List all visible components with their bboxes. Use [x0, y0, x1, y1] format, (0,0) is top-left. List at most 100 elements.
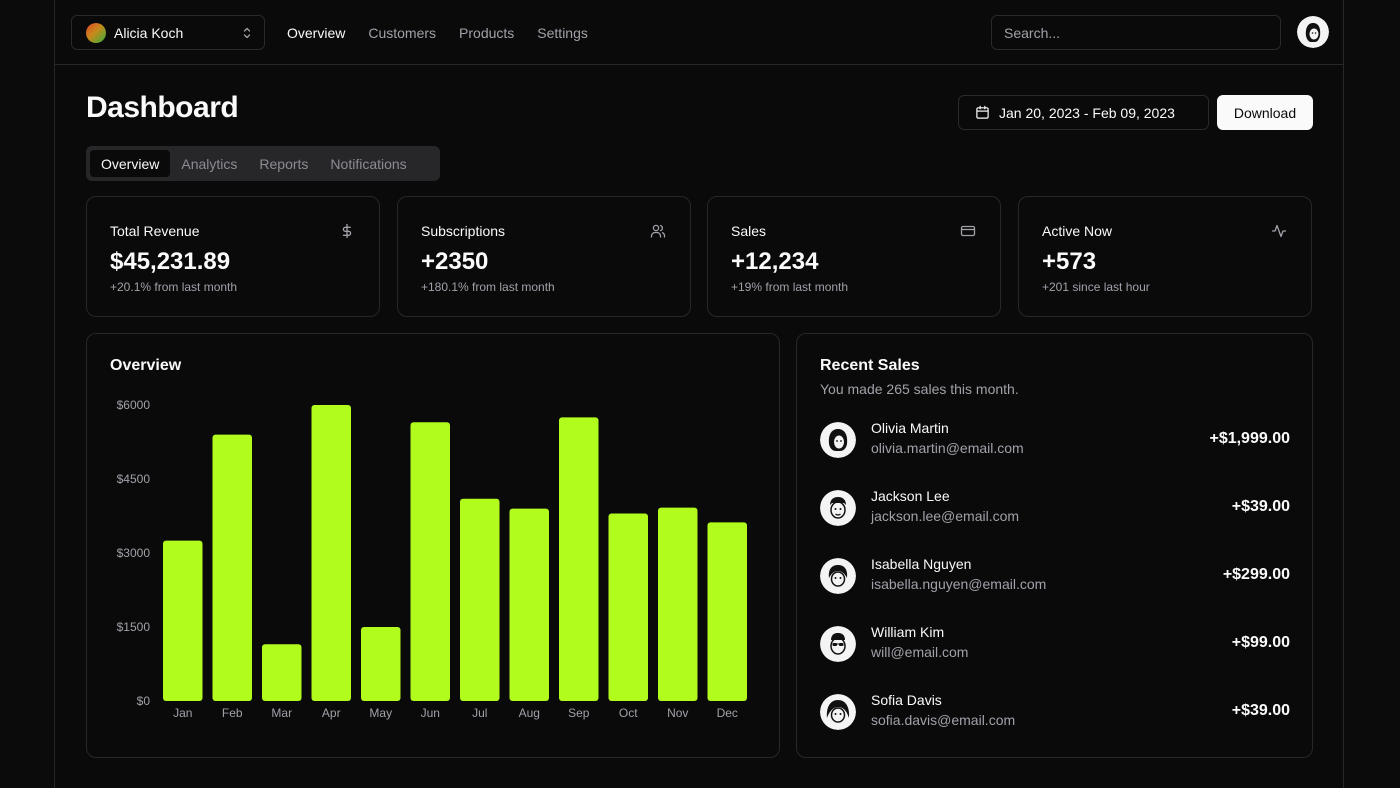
- stat-card-subscriptions: Subscriptions +2350 +180.1% from last mo…: [397, 196, 691, 317]
- bar-nov[interactable]: [658, 507, 698, 701]
- customer-name: William Kim: [871, 624, 945, 640]
- sale-amount: +$39.00: [1231, 702, 1290, 719]
- stat-label: Total Revenue: [110, 223, 200, 239]
- customer-email: isabella.nguyen@email.com: [871, 576, 1047, 592]
- stat-value: +2350: [421, 248, 489, 275]
- calendar-icon: [976, 105, 989, 119]
- nav-overview[interactable]: Overview: [287, 24, 346, 41]
- overview-chart-card: Overview $0 $1500 $3000 $4500 $6000 Jan Feb Mar…: [86, 333, 780, 758]
- recent-sales-title: Recent Sales: [820, 357, 920, 374]
- y-tick-label: $6000: [117, 398, 151, 412]
- stat-value: +573: [1042, 248, 1097, 275]
- team-avatar: [86, 22, 106, 43]
- bar-mar[interactable]: [262, 644, 302, 701]
- nav-customers[interactable]: Customers: [368, 24, 437, 41]
- team-switcher[interactable]: Alicia Koch: [71, 15, 265, 50]
- stat-label: Active Now: [1042, 223, 1113, 239]
- dashboard-tabs: Overview Analytics Reports Notifications: [86, 146, 440, 181]
- bar-jul[interactable]: [460, 498, 500, 701]
- stat-change: +19% from last month: [731, 280, 849, 294]
- stat-value: +12,234: [731, 248, 819, 275]
- recent-sales-subtitle: You made 265 sales this month.: [820, 381, 1019, 397]
- x-tick-label: May: [369, 706, 392, 720]
- y-tick-label: $4500: [117, 472, 151, 486]
- app-frame: Alicia Koch Overview Customers Products …: [54, 0, 1344, 788]
- sale-amount: +$99.00: [1231, 634, 1290, 651]
- y-tick-label: $1500: [117, 620, 151, 634]
- x-tick-label: Mar: [271, 706, 292, 720]
- users-icon: [650, 224, 666, 238]
- date-range-picker[interactable]: Jan 20, 2023 - Feb 09, 2023: [958, 95, 1209, 130]
- customer-email: sofia.davis@email.com: [871, 712, 1016, 728]
- customer-name: Sofia Davis: [871, 692, 942, 708]
- x-tick-label: Feb: [222, 706, 243, 720]
- team-name: Alicia Koch: [114, 24, 184, 41]
- nav-settings[interactable]: Settings: [537, 24, 588, 41]
- stat-change: +20.1% from last month: [110, 280, 238, 294]
- tab-reports[interactable]: Reports: [259, 155, 309, 172]
- credit-card-icon: [960, 225, 976, 237]
- date-range-label: Jan 20, 2023 - Feb 09, 2023: [999, 104, 1175, 121]
- dollar-icon: [342, 223, 352, 239]
- x-tick-label: Jun: [421, 706, 440, 720]
- stat-change: +201 since last hour: [1042, 280, 1150, 294]
- x-tick-label: Jul: [472, 706, 487, 720]
- stat-card-active-now: Active Now +573 +201 since last hour: [1018, 196, 1312, 317]
- stat-card-sales: Sales +12,234 +19% from last month: [707, 196, 1001, 317]
- sale-row: William Kim will@email.com +$99.00: [820, 624, 1290, 664]
- bar-jun[interactable]: [410, 422, 451, 701]
- customer-avatar: [820, 626, 856, 662]
- stat-change: +180.1% from last month: [421, 280, 555, 294]
- customer-name: Jackson Lee: [871, 488, 950, 504]
- y-tick-label: $0: [137, 694, 151, 708]
- download-button[interactable]: Download: [1217, 95, 1313, 130]
- main-nav: Overview Customers Products Settings: [287, 0, 588, 65]
- sale-amount: +$299.00: [1222, 566, 1290, 583]
- page-title: Dashboard: [86, 91, 239, 124]
- y-tick-label: $3000: [117, 546, 151, 560]
- stat-label: Subscriptions: [421, 223, 506, 239]
- x-tick-label: Apr: [322, 706, 341, 720]
- x-tick-label: Nov: [667, 706, 688, 720]
- x-tick-label: Jan: [173, 706, 192, 720]
- bar-may[interactable]: [361, 627, 401, 701]
- bar-apr[interactable]: [311, 405, 352, 701]
- bar-oct[interactable]: [608, 513, 649, 701]
- customer-avatar: [820, 558, 856, 594]
- tab-notifications[interactable]: Notifications: [330, 155, 407, 172]
- chevron-up-down-icon: [243, 27, 251, 38]
- bar-dec[interactable]: [707, 522, 748, 701]
- stat-label: Sales: [731, 223, 767, 239]
- sale-row: Isabella Nguyen isabella.nguyen@email.co…: [820, 556, 1290, 596]
- user-avatar[interactable]: [1297, 16, 1329, 48]
- customer-avatar: [820, 694, 856, 730]
- x-tick-label: Sep: [568, 706, 590, 720]
- sale-row: Jackson Lee jackson.lee@email.com +$39.0…: [820, 488, 1290, 528]
- overview-bar-chart: $0 $1500 $3000 $4500 $6000 Jan Feb Mar Apr May Jun…: [117, 398, 748, 720]
- customer-name: Isabella Nguyen: [871, 556, 972, 572]
- bar-feb[interactable]: [212, 434, 253, 701]
- activity-icon: [1271, 224, 1287, 238]
- sale-amount: +$1,999.00: [1209, 430, 1290, 447]
- stat-value: $45,231.89: [110, 248, 231, 275]
- x-tick-label: Oct: [619, 706, 638, 720]
- tab-overview[interactable]: Overview: [90, 150, 171, 177]
- sale-amount: +$39.00: [1231, 498, 1290, 515]
- search-input[interactable]: [991, 15, 1281, 50]
- sale-row: Sofia Davis sofia.davis@email.com +$39.0…: [820, 692, 1290, 732]
- customer-email: olivia.martin@email.com: [871, 440, 1024, 456]
- customer-email: will@email.com: [871, 644, 969, 660]
- stat-card-total-revenue: Total Revenue $45,231.89 +20.1% from las…: [86, 196, 380, 317]
- customer-name: Olivia Martin: [871, 420, 949, 436]
- nav-products[interactable]: Products: [459, 24, 515, 41]
- bar-sep[interactable]: [559, 417, 599, 701]
- bar-jan[interactable]: [163, 540, 203, 701]
- customer-avatar: [820, 422, 856, 458]
- x-tick-label: Dec: [717, 706, 738, 720]
- customer-email: jackson.lee@email.com: [871, 508, 1020, 524]
- bar-aug[interactable]: [509, 508, 550, 701]
- sale-row: Olivia Martin olivia.martin@email.com +$…: [820, 420, 1290, 460]
- customer-avatar: [820, 490, 856, 526]
- overview-title: Overview: [110, 357, 182, 374]
- tab-analytics[interactable]: Analytics: [181, 155, 238, 172]
